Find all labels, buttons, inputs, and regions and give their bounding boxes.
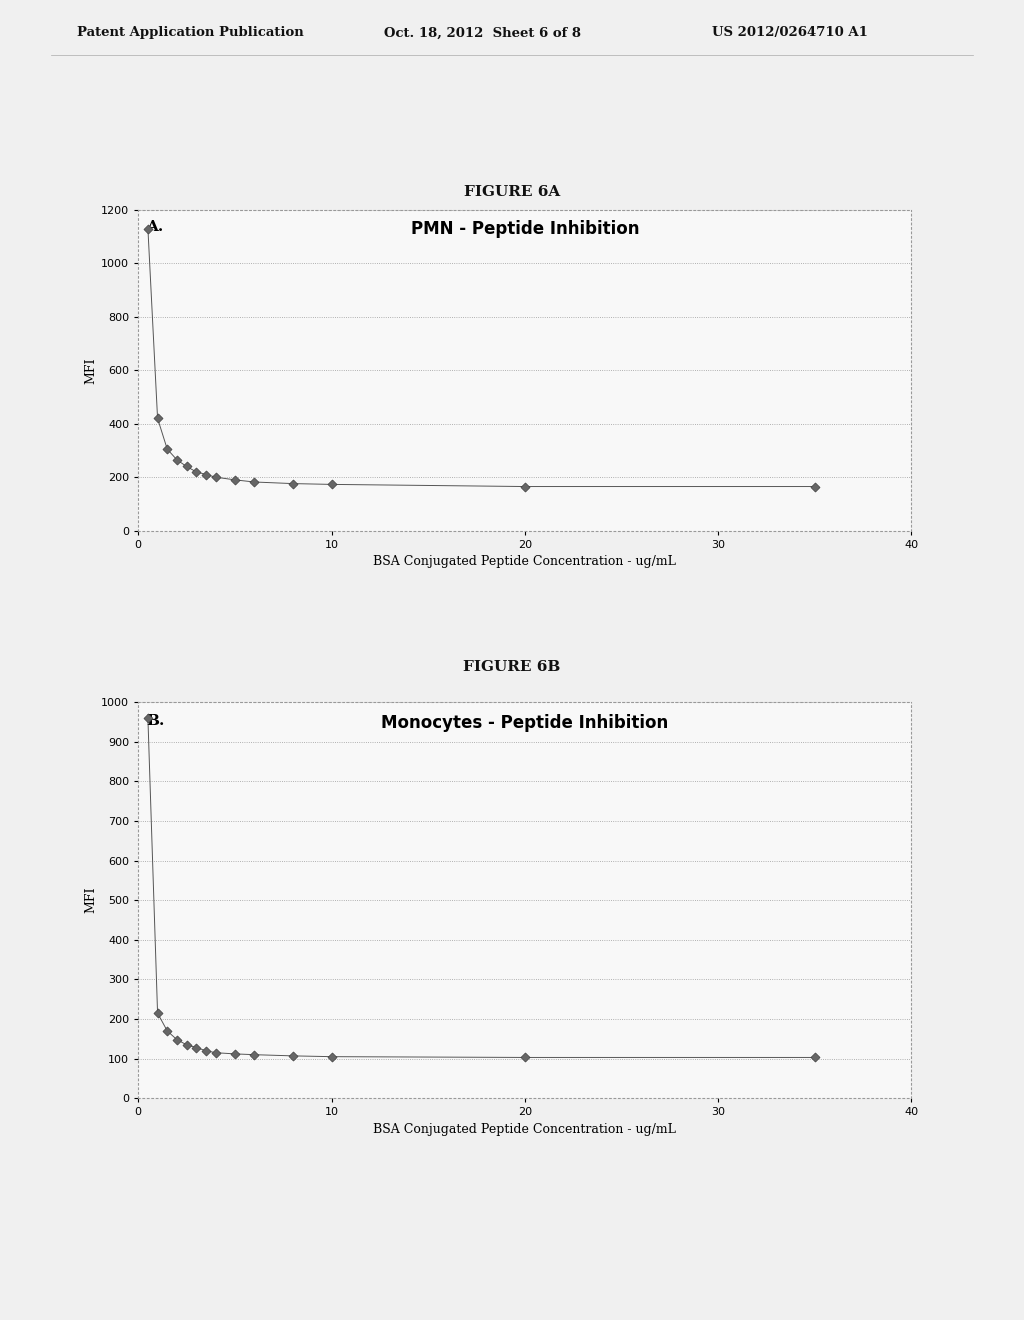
Point <box>159 438 175 459</box>
Point <box>150 408 166 429</box>
Y-axis label: MFI: MFI <box>84 356 97 384</box>
Text: Monocytes - Peptide Inhibition: Monocytes - Peptide Inhibition <box>381 714 669 733</box>
Text: A.: A. <box>146 219 163 234</box>
Point <box>807 477 823 498</box>
Point <box>324 1045 340 1067</box>
Point <box>178 455 195 477</box>
Point <box>517 477 534 498</box>
Text: FIGURE 6B: FIGURE 6B <box>463 660 561 675</box>
Text: US 2012/0264710 A1: US 2012/0264710 A1 <box>712 26 867 40</box>
Point <box>169 449 185 470</box>
Y-axis label: MFI: MFI <box>84 887 97 913</box>
Point <box>178 1035 195 1056</box>
Point <box>807 1047 823 1068</box>
X-axis label: BSA Conjugated Peptide Concentration - ug/mL: BSA Conjugated Peptide Concentration - u… <box>374 1123 676 1135</box>
Point <box>226 470 243 491</box>
Point <box>246 1044 262 1065</box>
Point <box>139 708 156 729</box>
Point <box>198 463 214 484</box>
Point <box>207 1043 224 1064</box>
Point <box>139 218 156 239</box>
Text: B.: B. <box>146 714 164 729</box>
Point <box>159 1020 175 1041</box>
Point <box>188 1038 205 1059</box>
Point <box>198 1040 214 1061</box>
Text: FIGURE 6A: FIGURE 6A <box>464 185 560 199</box>
Point <box>188 461 205 482</box>
Point <box>169 1030 185 1051</box>
Text: PMN - Peptide Inhibition: PMN - Peptide Inhibition <box>411 219 639 238</box>
Text: Oct. 18, 2012  Sheet 6 of 8: Oct. 18, 2012 Sheet 6 of 8 <box>384 26 581 40</box>
Point <box>226 1043 243 1064</box>
Point <box>285 1045 301 1067</box>
Point <box>207 466 224 487</box>
Point <box>285 473 301 494</box>
X-axis label: BSA Conjugated Peptide Concentration - ug/mL: BSA Conjugated Peptide Concentration - u… <box>374 556 676 568</box>
Text: Patent Application Publication: Patent Application Publication <box>77 26 303 40</box>
Point <box>324 474 340 495</box>
Point <box>150 1003 166 1024</box>
Point <box>246 471 262 492</box>
Point <box>517 1047 534 1068</box>
